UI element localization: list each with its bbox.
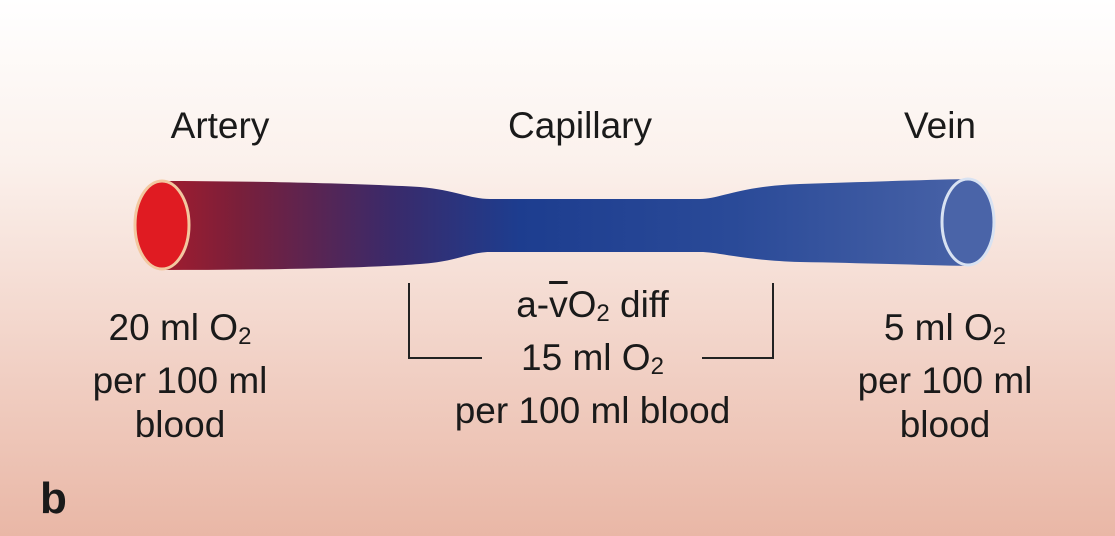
- artery-oxygen-content: 20 ml O2 per 100 ml blood: [92, 307, 268, 445]
- panel-letter: b: [40, 474, 67, 523]
- vessel-tube: [160, 179, 968, 270]
- capillary-label: Capillary: [508, 105, 652, 146]
- artery-opening: [133, 179, 191, 271]
- artery-label: Artery: [170, 105, 270, 146]
- difference-bracket-left: [408, 283, 482, 359]
- av-oxygen-difference: a-vO2 diff 15 ml O2 per 100 ml blood: [454, 284, 731, 431]
- vein-label: Vein: [903, 105, 976, 146]
- vein-opening: [940, 177, 996, 267]
- vein-oxygen-content: 5 ml O2 per 100 ml blood: [857, 307, 1033, 445]
- difference-bracket-right: [702, 283, 774, 359]
